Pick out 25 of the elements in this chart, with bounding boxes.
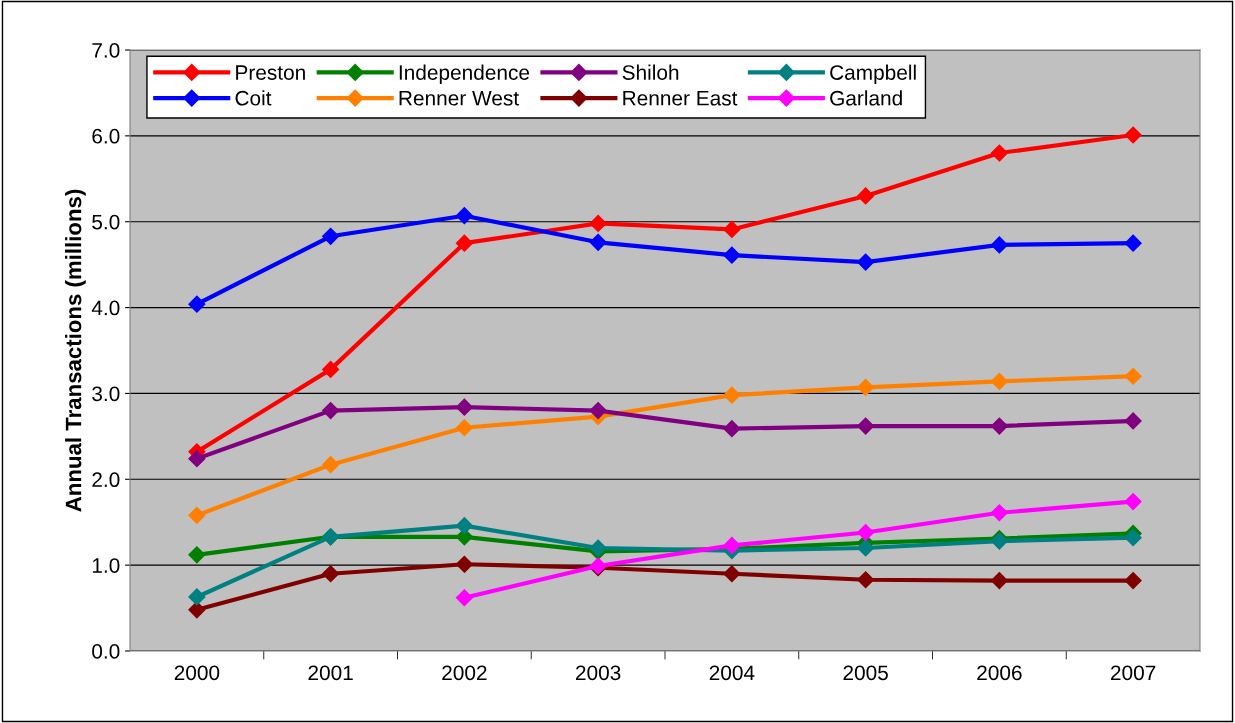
legend-label: Independence [399, 64, 530, 84]
y-tick-label: 5.0 [92, 214, 120, 230]
x-tick-label: 2002 [442, 665, 487, 681]
y-tick-label: 6.0 [92, 128, 120, 144]
legend-label: Renner West [399, 91, 519, 106]
legend-label: Garland [830, 90, 902, 106]
y-tick-label: 1.0 [92, 558, 120, 573]
y-tick-label: 2.0 [92, 472, 120, 488]
y-tick-label: 7.0 [92, 43, 120, 58]
y-tick-label: 4.0 [91, 300, 120, 316]
legend-label: Coit [235, 90, 272, 106]
x-tick-label: 2007 [1111, 665, 1156, 681]
legend-label: Renner East [623, 91, 738, 106]
x-tick-label: 2005 [843, 665, 888, 681]
y-axis-title: Annual Transactions (millions) [65, 189, 86, 512]
x-tick-label: 2003 [576, 665, 621, 681]
legend-label: Campbell [830, 64, 916, 84]
y-tick-label: 0.0 [92, 644, 120, 659]
x-tick-label: 2000 [174, 665, 220, 681]
y-tick-label: 3.0 [92, 386, 120, 402]
legend-label: Shiloh [622, 64, 679, 80]
x-tick-label: 2001 [308, 665, 353, 681]
legend-label: Preston [236, 65, 305, 80]
x-tick-label: 2006 [977, 665, 1022, 681]
x-tick-label: 2004 [709, 665, 755, 681]
